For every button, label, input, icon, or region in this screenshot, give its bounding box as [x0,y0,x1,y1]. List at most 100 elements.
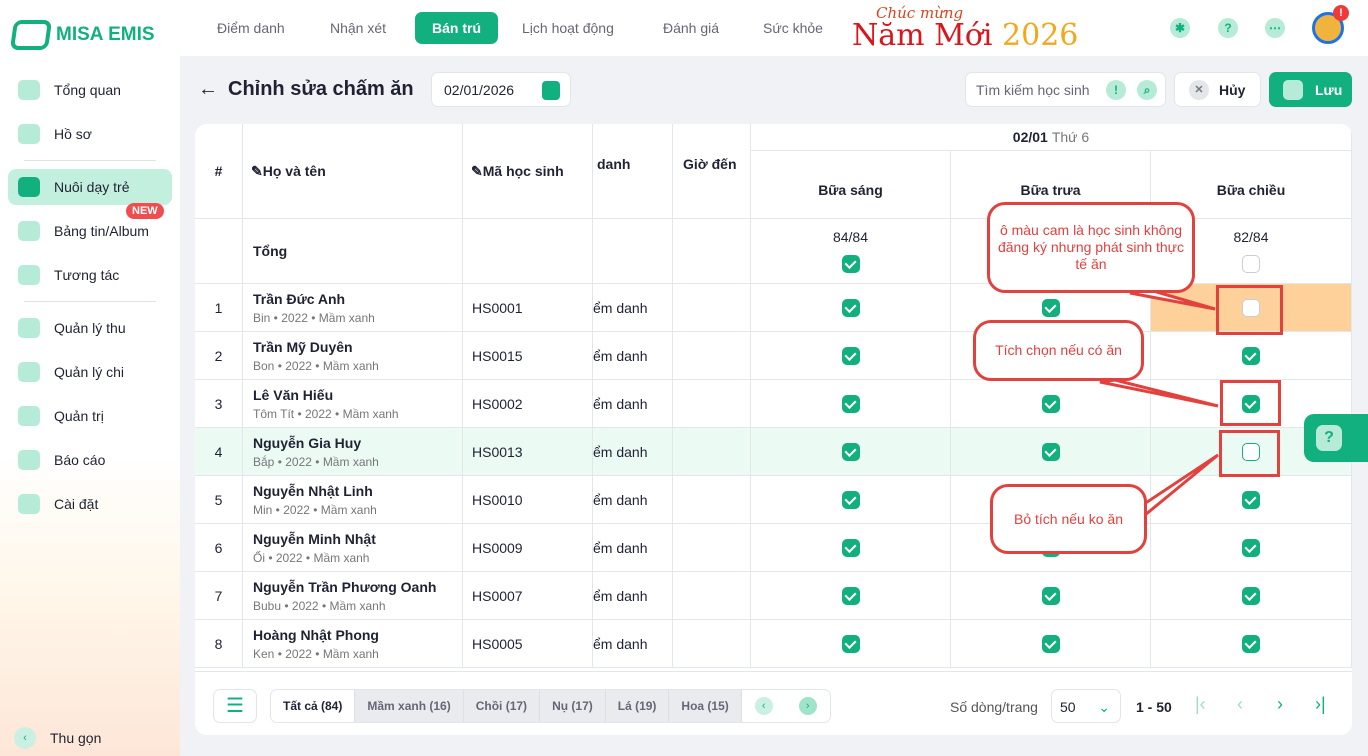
table-cell[interactable] [1151,572,1352,620]
meal-checkbox[interactable] [1041,586,1060,605]
calendar-icon[interactable] [542,81,560,100]
sidebar-item-9[interactable]: Cài đặt [8,486,172,522]
meal-checkbox[interactable] [1242,346,1260,365]
tab-2[interactable]: Bán trú [415,12,498,44]
table-cell[interactable] [1151,380,1352,428]
table-cell[interactable] [951,380,1151,428]
search-icon[interactable]: ⌕ [1137,80,1157,100]
pin-icon[interactable]: ✎ [251,162,263,179]
tab-0[interactable]: Điểm danh [217,20,285,36]
meal-checkbox[interactable] [1242,394,1260,413]
meal-checkbox[interactable] [1242,298,1260,317]
meal-checkbox[interactable] [1041,442,1060,461]
sidebar-item-8[interactable]: Báo cáo [8,442,172,478]
help-icon[interactable]: ? [1218,18,1238,38]
meal-checkbox[interactable] [1242,538,1260,557]
table-cell[interactable] [951,620,1151,668]
class-tab[interactable]: Chồi (17) [464,690,541,722]
cancel-button[interactable]: ✕ Hủy [1174,72,1261,107]
table-cell: 7 [195,572,243,620]
last-page-icon[interactable]: ›| [1315,694,1326,714]
table-cell[interactable] [751,524,951,572]
gear-icon[interactable]: ✱ [1170,18,1190,38]
sidebar-item-5[interactable]: Quản lý thu [8,310,172,346]
meal-checkbox[interactable] [841,298,860,317]
sidebar-item-2[interactable]: Nuôi dạy trẻ [8,169,172,205]
prev-page-icon[interactable]: ‹ [1237,694,1243,714]
meal-checkbox[interactable] [841,346,860,365]
table-cell[interactable] [1151,524,1352,572]
meal-checkbox[interactable] [1242,442,1260,461]
help-button[interactable]: ? [1304,414,1368,462]
info-icon[interactable]: ! [1106,80,1126,100]
class-tab[interactable]: Lá (19) [606,690,670,722]
avatar[interactable] [1312,12,1344,44]
sidebar-item-3[interactable]: Bảng tin/Album [8,213,172,249]
header-code[interactable]: ✎ Mã học sinh [463,124,593,219]
student-name-block: Nguyễn Gia Huy Bắp • 2022 • Mầm xanh [253,435,379,469]
meal-checkbox[interactable] [841,538,860,557]
table-cell[interactable] [951,572,1151,620]
table-cell[interactable] [1151,476,1352,524]
save-button[interactable]: Lưu [1269,72,1352,107]
meal-checkbox[interactable] [1041,298,1060,317]
sidebar-item-1[interactable]: Hồ sơ [8,116,172,152]
table-cell[interactable] [751,620,951,668]
table-cell[interactable] [751,380,951,428]
chevron-right-icon[interactable]: › [798,697,817,715]
back-arrow-icon[interactable]: ← [198,78,218,100]
sidebar-item-6[interactable]: Quản lý chi [8,354,172,390]
table-cell: HS0013 [463,428,593,476]
select-all-checkbox[interactable] [841,255,860,273]
meal-checkbox[interactable] [1242,586,1260,605]
tab-1[interactable]: Nhận xét [330,20,387,36]
menu-icon[interactable]: ☰ [213,689,257,723]
meal-checkbox[interactable] [1041,394,1060,413]
chevron-left-icon[interactable]: ‹ [754,697,773,715]
table-cell[interactable] [751,428,951,476]
more-icon[interactable]: ⋯ [1265,18,1285,38]
sidebar-item-icon [18,177,40,197]
meal-checkbox[interactable] [841,394,860,413]
class-tab[interactable]: Mầm xanh (16) [355,690,464,722]
class-tab[interactable]: Tất cả (84) [271,690,356,722]
search-input[interactable]: Tìm kiếm học sinh! ⌕ [965,72,1166,107]
collapse-button[interactable]: ‹ Thu gọn [14,727,101,749]
table-cell[interactable] [1151,620,1352,668]
sidebar-item-7[interactable]: Quản trị [8,398,172,434]
select-all-checkbox[interactable] [1242,255,1260,273]
meal-checkbox[interactable] [1242,490,1260,509]
annotation-uncheck-if-not: Bỏ tích nếu ko ăn [990,484,1147,554]
table-cell: ểm danh [593,476,673,524]
pin-icon[interactable]: ✎ [471,162,483,179]
next-page-icon[interactable]: › [1277,694,1283,714]
date-picker[interactable]: 02/01/2026 [431,72,571,107]
meal-checkbox[interactable] [841,634,860,653]
header-name[interactable]: ✎ Họ và tên [243,124,463,219]
table-cell[interactable] [751,284,951,332]
table-cell[interactable] [951,428,1151,476]
meal-checkbox[interactable] [841,586,860,605]
tab-4[interactable]: Đánh giá [663,20,720,36]
header-text: # [214,163,223,179]
meal-checkbox[interactable] [1041,634,1060,653]
meal-checkbox[interactable] [1242,634,1260,653]
logo[interactable]: MISA EMIS [9,20,155,50]
tab-5[interactable]: Sức khỏe [763,20,823,36]
table-cell[interactable] [751,332,951,380]
sidebar-item-4[interactable]: Tương tác [8,257,172,293]
row-index: 7 [214,587,223,604]
table-cell[interactable] [751,572,951,620]
class-tab[interactable]: Nụ (17) [540,690,606,722]
meal-checkbox[interactable] [841,442,860,461]
table-cell[interactable] [1151,332,1352,380]
class-tab[interactable]: Hoa (15) [669,690,742,722]
meal-checkbox[interactable] [841,490,860,509]
first-page-icon[interactable]: |‹ [1195,694,1206,714]
sidebar-item-0[interactable]: Tổng quan [8,72,172,108]
rows-per-page-select[interactable]: 50 ⌄ [1051,689,1121,723]
nickname: Tôm Tít [253,406,295,421]
table-cell[interactable] [751,476,951,524]
total-cell [673,219,751,284]
tab-3[interactable]: Lịch hoạt động [522,20,614,36]
